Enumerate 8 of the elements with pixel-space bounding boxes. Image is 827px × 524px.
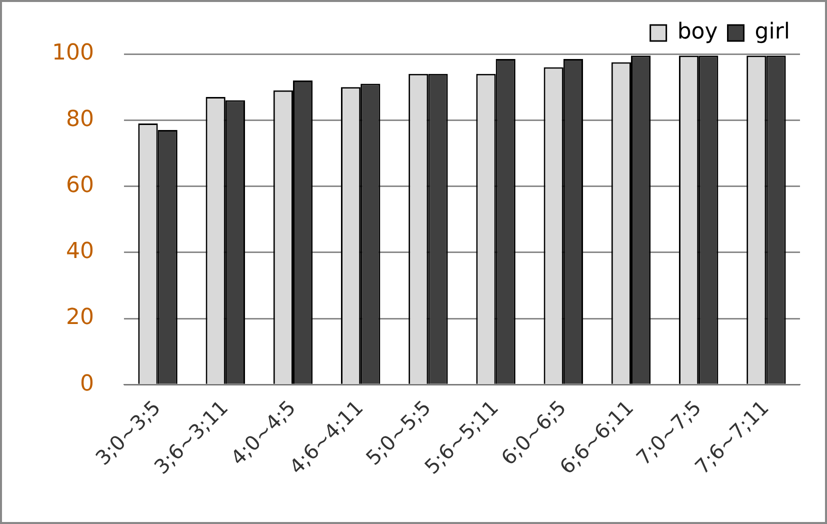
y-tick-label: 40 — [66, 239, 94, 264]
y-tick-label: 60 — [66, 172, 94, 198]
legend-label: girl — [754, 20, 790, 45]
y-tick-label: 100 — [52, 40, 94, 66]
y-tick-label: 0 — [80, 371, 94, 396]
legend-label: boy — [677, 20, 718, 45]
y-tick-label: 20 — [66, 305, 94, 330]
y-tick-label: 80 — [66, 106, 94, 132]
